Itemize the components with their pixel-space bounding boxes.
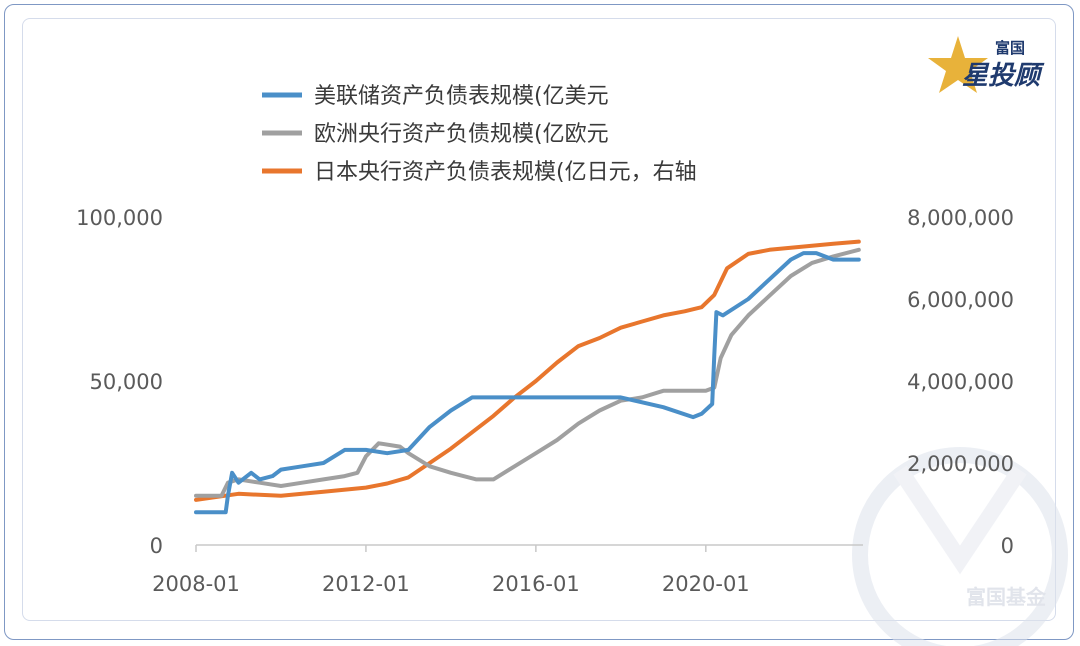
left-tick-label: 0 bbox=[150, 534, 163, 558]
legend-item-fed: 美联储资产负债表规模(亿美元 bbox=[262, 84, 609, 109]
x-tick-label: 2008-01 bbox=[152, 572, 240, 596]
legend-label-boj: 日本央行资产负债表规模(亿日元，右轴 bbox=[314, 160, 697, 185]
legend-item-ecb: 欧洲央行资产负债规模(亿欧元 bbox=[262, 122, 609, 147]
right-tick-label: 2,000,000 bbox=[907, 452, 1014, 476]
series-layer bbox=[194, 239, 861, 515]
left-axis-ticks: 0 50,000 100,000 bbox=[76, 206, 163, 558]
x-tick-label: 2012-01 bbox=[322, 572, 410, 596]
watermark: 富国基金 bbox=[852, 447, 1068, 646]
series-line-1 bbox=[194, 247, 861, 498]
logo-top-text: 富国 bbox=[995, 39, 1025, 57]
legend-item-boj: 日本央行资产负债表规模(亿日元，右轴 bbox=[262, 160, 697, 185]
legend-label-fed: 美联储资产负债表规模(亿美元 bbox=[314, 84, 609, 109]
brand-logo: 富国 星投顾 bbox=[928, 36, 1045, 93]
watermark-text: 富国基金 bbox=[966, 585, 1047, 609]
right-tick-label: 8,000,000 bbox=[907, 206, 1014, 230]
outer-frame bbox=[4, 4, 1074, 640]
series-line-0 bbox=[194, 251, 861, 515]
legend: 美联储资产负债表规模(亿美元 欧洲央行资产负债规模(亿欧元 日本央行资产负债表规… bbox=[262, 84, 697, 185]
x-axis-ticks: 2008-01 2012-01 2016-01 2020-01 bbox=[152, 545, 750, 596]
right-tick-label: 0 bbox=[1001, 534, 1014, 558]
right-axis-ticks: 0 2,000,000 4,000,000 6,000,000 8,000,000 bbox=[907, 206, 1014, 558]
legend-label-ecb: 欧洲央行资产负债规模(亿欧元 bbox=[314, 122, 609, 147]
left-tick-label: 50,000 bbox=[90, 370, 163, 394]
right-tick-label: 6,000,000 bbox=[907, 288, 1014, 312]
chart-panel bbox=[22, 18, 1056, 621]
left-tick-label: 100,000 bbox=[76, 206, 163, 230]
star-icon bbox=[928, 36, 988, 93]
right-tick-label: 4,000,000 bbox=[907, 370, 1014, 394]
x-tick-label: 2020-01 bbox=[662, 572, 750, 596]
logo-main-text: 星投顾 bbox=[962, 61, 1045, 91]
x-tick-label: 2016-01 bbox=[492, 572, 580, 596]
watermark-ring bbox=[852, 447, 1068, 646]
watermark-emblem bbox=[893, 465, 1027, 575]
series-line-2 bbox=[194, 239, 861, 502]
